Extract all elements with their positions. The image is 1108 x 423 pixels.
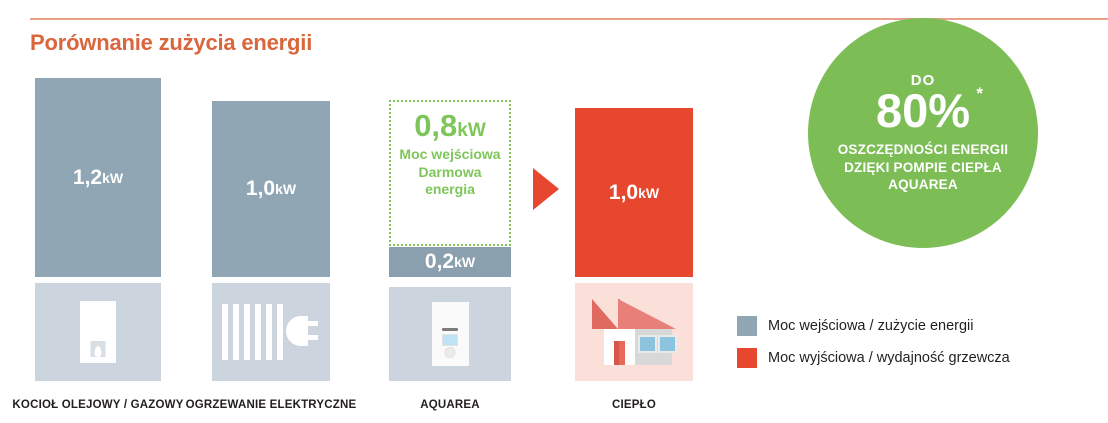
free-energy-number: 0,8 [414,108,458,143]
free-energy-value-aquarea: 0,8kW [414,110,486,141]
house-door [614,341,625,365]
legend-item-output: Moc wyjściowa / wydajność grzewcza [737,348,1010,368]
icon-panel-aquarea [389,287,511,381]
flame-icon [94,346,102,357]
heat-pump-button [444,347,456,358]
badge-description: OSZCZĘDNOŚCI ENERGII DZIĘKI POMPIE CIEPŁ… [838,141,1009,194]
bar-value-electric-heating: 1,0 [245,177,276,200]
free-energy-line-1: Moc wejściowa [399,146,501,162]
heat-pump-display [442,334,458,346]
badge-percent-value: 80% [875,83,971,137]
boiler-flame-window [90,341,106,357]
legend-swatch-input [737,316,757,336]
heat-pump-unit-icon [431,302,469,366]
house-roof-left [592,299,618,329]
boiler-icon [80,301,116,363]
legend-label-input: Moc wejściowa / zużycie energii [768,318,974,334]
house-roof-ridge [618,299,620,329]
flow-arrow-icon [533,168,559,210]
house-icon [590,299,678,365]
plug-icon [286,316,318,346]
badge-prefix: DO [910,71,936,89]
page-title: Porównanie zużycia energii [30,30,313,55]
radiator-plug-icon [222,304,320,360]
badge-line-3: AQUAREA [888,177,958,193]
free-energy-box-aquarea: 0,8kW Moc wejściowa Darmowa energia [389,100,511,246]
legend-swatch-output [737,348,757,368]
column-label-electric-heating: OGRZEWANIE ELEKTRYCZNE [185,399,357,411]
bar-input-oil-gas-boiler: 1,2 kW [35,78,161,277]
bar-value-heat: 1,0 [608,180,639,204]
house-roof-right [618,299,676,329]
badge-percent: 80% * [875,83,983,137]
bar-value-oil-gas-boiler: 1,2 [72,165,103,189]
icon-panel-oil-gas-boiler [35,283,161,381]
heat-pump-vent [442,328,458,331]
badge-line-2: DZIĘKI POMPIE CIEPŁA [844,159,1002,175]
bar-output-heat: 1,0 kW [575,108,693,277]
bar-value-aquarea: 0,2 [424,250,455,273]
badge-asterisk: * [976,83,984,103]
icon-panel-electric-heating [212,283,330,381]
bar-unit-electric-heating: kW [275,181,297,197]
free-energy-unit: kW [457,120,486,141]
legend-label-output: Moc wyjściowa / wydajność grzewcza [768,350,1010,366]
badge-line-1: OSZCZĘDNOŚCI ENERGII [837,141,1009,157]
free-energy-line-2: Darmowa [418,163,482,180]
legend-item-input: Moc wejściowa / zużycie energii [737,316,974,336]
free-energy-line-3: energia [425,181,475,197]
bar-unit-aquarea: kW [454,254,476,270]
icon-panel-heat [575,283,693,381]
bar-input-aquarea: 0,2 kW [389,247,511,277]
house-window-right [658,335,677,353]
savings-badge: DO 80% * OSZCZĘDNOŚCI ENERGII DZIĘKI POMP… [808,18,1038,248]
header-divider [30,18,1108,20]
bar-input-electric-heating: 1,0 kW [212,101,330,277]
radiator-fins [222,304,283,360]
column-label-heat: CIEPŁO [611,399,657,411]
column-label-oil-gas-boiler: KOCIOŁ OLEJOWY / GAZOWY [12,399,184,411]
house-window-left [638,335,657,353]
column-label-aquarea: AQUAREA [420,399,480,411]
bar-unit-oil-gas-boiler: kW [102,169,124,186]
bar-unit-heat: kW [638,184,660,201]
